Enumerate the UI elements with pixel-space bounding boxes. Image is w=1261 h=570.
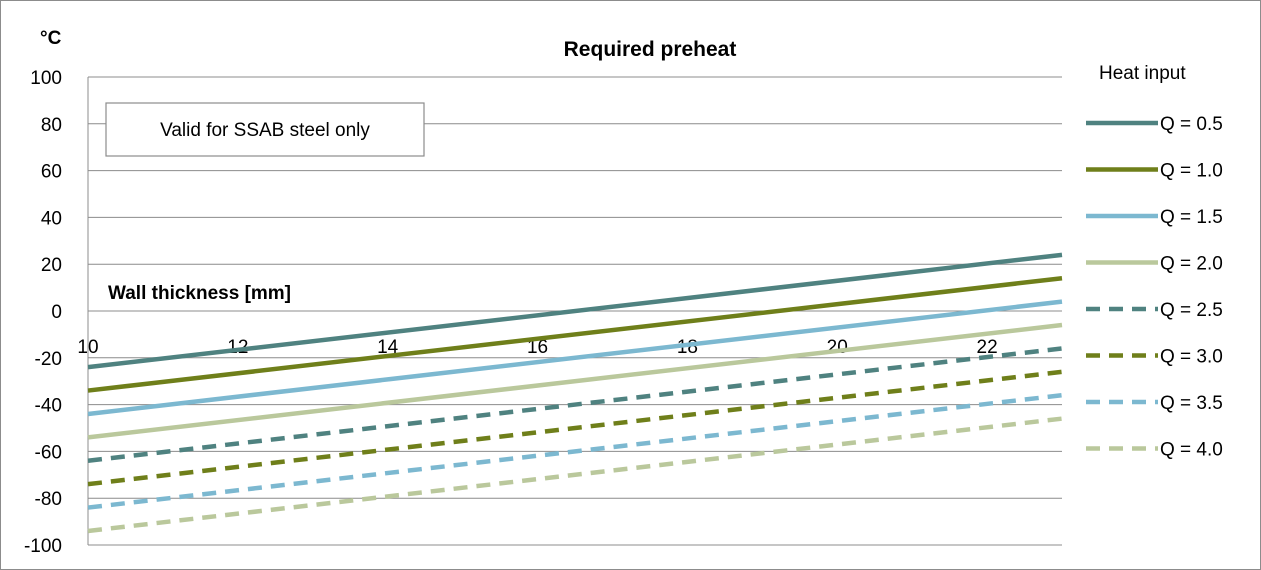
series-line xyxy=(87,369,1063,487)
legend-label: Q = 4.0 xyxy=(1160,440,1223,461)
y-tick-label: 80 xyxy=(41,115,62,136)
legend-label: Q = 3.0 xyxy=(1160,347,1223,368)
series-line xyxy=(87,252,1063,370)
series-lines xyxy=(87,252,1063,534)
legend-label: Q = 1.5 xyxy=(1160,207,1223,228)
x-tick-label: 10 xyxy=(77,337,98,358)
y-tick-label: 20 xyxy=(41,255,62,276)
y-tick-label: -100 xyxy=(24,536,62,557)
y-axis-unit-label: °C xyxy=(40,28,62,49)
x-tick-label: 14 xyxy=(377,337,399,358)
y-tick-label: -80 xyxy=(35,489,62,510)
legend-title: Heat input xyxy=(1099,63,1186,84)
x-tick-label: 20 xyxy=(827,337,848,358)
y-tick-label: 60 xyxy=(41,162,62,183)
x-tick-label: 22 xyxy=(977,337,998,358)
series-line xyxy=(87,299,1063,417)
chart-title: Required preheat xyxy=(564,38,737,61)
series-line xyxy=(87,322,1063,440)
x-tick-label: 16 xyxy=(527,337,548,358)
y-tick-label: -20 xyxy=(35,349,62,370)
series-line xyxy=(87,393,1063,510)
x-axis-label: Wall thickness [mm] xyxy=(108,283,291,304)
annotation-box: Valid for SSAB steel only xyxy=(105,102,425,157)
y-tick-labels: 100 80 60 40 20 0 -20 -40 -60 -80 -100 xyxy=(24,68,62,557)
series-line xyxy=(87,416,1063,534)
y-tick-label: 100 xyxy=(30,68,62,89)
legend-label: Q = 3.5 xyxy=(1160,393,1223,414)
legend-label: Q = 0.5 xyxy=(1160,114,1223,135)
legend: Q = 0.5 Q = 1.0 Q = 1.5 Q = 2.0 Q = 2.5 Q = 3… xyxy=(1086,114,1223,461)
legend-label: Q = 2.0 xyxy=(1160,254,1223,275)
legend-label: Q = 2.5 xyxy=(1160,300,1223,321)
y-tick-label: -60 xyxy=(35,442,62,463)
y-tick-label: -40 xyxy=(35,396,62,417)
series-line xyxy=(87,276,1063,393)
y-tick-label: 40 xyxy=(41,208,62,229)
legend-label: Q = 1.0 xyxy=(1160,161,1223,182)
series-line xyxy=(87,346,1063,463)
annotation-text: Valid for SSAB steel only xyxy=(160,120,370,141)
y-tick-label: 0 xyxy=(51,302,62,323)
